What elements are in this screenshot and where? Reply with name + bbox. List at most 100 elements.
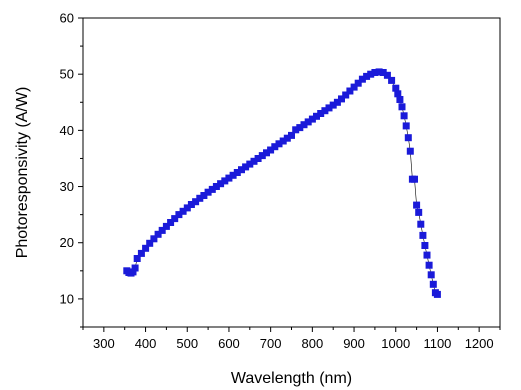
data-point [137,249,145,257]
data-point [296,124,304,132]
data-point [363,72,371,80]
data-point [421,242,429,249]
data-point [313,112,320,120]
data-point [300,121,308,129]
y-tick-label: 20 [60,235,74,250]
data-point [238,166,245,174]
data-point [233,169,241,176]
data-point [167,219,175,226]
data-point [429,280,437,288]
data-point [162,222,170,230]
data-point [292,126,300,134]
y-axis-label: Photoresponsivity (A/W) [14,87,31,259]
data-point [383,71,391,79]
x-tick-label: 900 [343,336,365,351]
plot-frame [82,17,501,328]
data-point [329,101,337,109]
data-point [131,264,139,272]
data-point [423,251,431,259]
data-point [271,143,279,151]
data-point [417,220,425,228]
data-point [317,110,325,117]
data-point [212,183,220,190]
data-point [208,185,216,193]
data-point [179,207,187,215]
data-point [354,79,362,87]
data-point [283,134,291,142]
data-point [367,70,375,78]
data-point [258,152,266,160]
data-point [411,175,418,183]
data-point [150,235,158,243]
y-tick-label: 50 [60,67,74,82]
x-tick-label: 1000 [381,336,410,351]
data-point [350,83,358,91]
data-point [415,208,423,216]
data-point [342,91,350,99]
data-point [419,231,427,239]
data-point [308,115,316,123]
data-point [375,68,383,76]
data-point [192,198,200,206]
data-point [229,171,237,179]
data-point [154,230,162,238]
data-point [398,103,406,111]
x-axis-label: Wavelength (nm) [231,370,352,387]
data-point [304,118,312,126]
data-point [379,69,387,76]
data-point [129,268,137,276]
data-point [225,174,233,182]
data-point [250,157,258,165]
data-point [433,290,441,298]
x-tick-label: 300 [93,336,115,351]
data-markers [123,68,441,298]
data-point [394,90,402,98]
data-point [406,147,414,155]
data-point [263,149,270,157]
data-point [279,137,287,145]
data-point [187,201,195,208]
data-point [246,160,254,168]
data-point [427,271,435,279]
data-point [425,261,433,269]
data-point [321,107,329,115]
series-line [126,71,438,295]
x-tick-label: 800 [301,336,323,351]
data-point [388,76,396,84]
data-point [267,146,275,154]
data-point [142,244,150,252]
data-point [396,96,404,103]
data-point [175,211,183,219]
x-tick-label: 1200 [465,336,494,351]
data-point [358,75,366,83]
y-tick-label: 60 [60,11,74,26]
data-point [346,87,354,95]
x-tick-label: 600 [218,336,240,351]
data-point [404,134,412,142]
data-point [402,122,410,130]
data-point [242,163,250,171]
data-point [275,140,283,148]
x-tick-label: 1100 [423,336,451,351]
data-point [200,192,208,199]
data-point [333,98,341,106]
x-axis-ticks: 300 400 500 600 700 800 900 1000 1100 1200 [82,327,501,351]
data-point [288,131,295,139]
data-point [204,188,212,196]
data-point [158,226,166,234]
data-point [196,194,204,202]
x-tick-label: 400 [135,336,157,351]
data-point [338,95,345,103]
data-point [146,239,154,247]
data-point [183,204,191,212]
data-point [133,255,141,262]
y-tick-label: 40 [60,123,74,138]
data-point [221,177,229,185]
data-point [254,155,262,162]
data-point [171,215,179,223]
data-point [400,112,408,120]
y-tick-label: 10 [60,291,74,306]
plot-border [82,17,501,328]
y-axis-ticks: 10 20 30 40 50 60 [60,11,83,328]
